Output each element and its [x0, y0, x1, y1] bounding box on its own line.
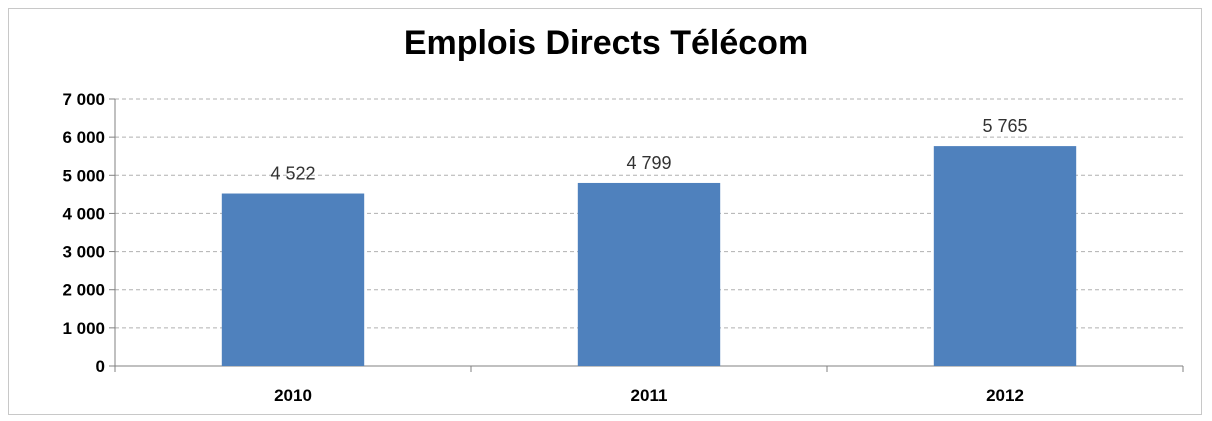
y-tick-label: 5 000: [62, 166, 105, 185]
bars: [221, 146, 1077, 366]
labels: 0 1 000 2 000 3 000 4 000 5 000 6 000 7 000 4 52…: [62, 90, 1027, 405]
y-tick-label: 3 000: [62, 243, 105, 262]
bar: [933, 146, 1077, 366]
chart-title: Emplois Directs Télécom: [403, 24, 809, 62]
y-tick-label: 6 000: [62, 128, 105, 147]
x-tick-label: 2010: [274, 386, 312, 405]
y-tick-label: 7 000: [62, 90, 105, 109]
bar: [221, 193, 365, 366]
bar: [577, 182, 721, 366]
data-label: 5 765: [982, 116, 1027, 136]
x-tick-label: 2011: [631, 386, 668, 405]
x-tick-label: 2012: [986, 386, 1024, 405]
y-tick-label: 4 000: [62, 204, 105, 223]
data-label: 4 522: [270, 164, 315, 184]
y-tick-label: 0: [96, 357, 105, 376]
y-tick-label: 2 000: [62, 281, 105, 300]
y-tick-label: 1 000: [62, 319, 105, 338]
data-label: 4 799: [626, 153, 671, 173]
